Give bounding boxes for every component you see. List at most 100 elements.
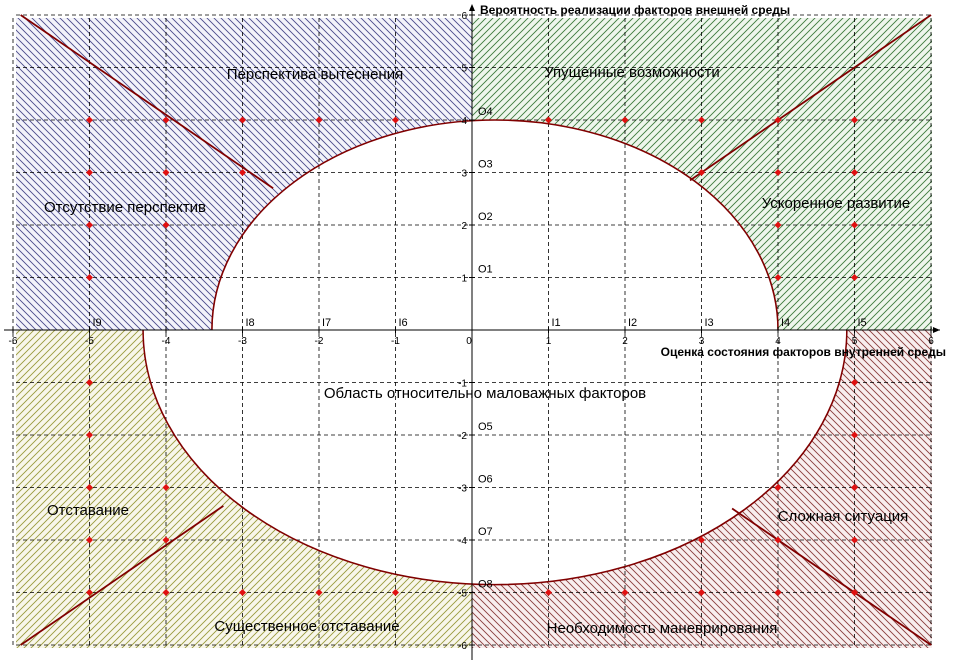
data-point [162, 484, 170, 491]
data-point [86, 379, 93, 386]
y-tick-label: 2 [461, 221, 467, 232]
data-point [851, 536, 858, 544]
x-tick-label: -1 [391, 336, 400, 347]
data-point [851, 116, 858, 124]
boundary-line-1 [689, 14, 932, 182]
x-marker-label: I3 [705, 317, 714, 329]
y-tick-label: 6 [461, 11, 467, 22]
x-marker-label: I8 [246, 317, 255, 329]
y-marker-label: O4 [478, 106, 493, 118]
x-tick-label: -2 [315, 336, 324, 347]
data-point [698, 169, 705, 176]
x-marker-label: I5 [858, 317, 867, 329]
y-tick-label: -4 [458, 536, 467, 547]
y-tick-label: 3 [461, 169, 467, 180]
labels: Оценка состояния факторов внутренней сре… [44, 3, 946, 637]
data-point [86, 116, 93, 124]
x-tick-label: -4 [162, 336, 171, 347]
region-label-accelerated-development: Ускоренное развитие [762, 195, 911, 212]
lower-ellipse-boundary [142, 329, 848, 586]
y-marker-label: O7 [478, 526, 493, 538]
region-label-no-prospects: Отсутствие перспектив [44, 199, 206, 216]
upper-ellipse-boundary [211, 119, 779, 331]
data-point [162, 536, 170, 544]
y-tick-label: -2 [458, 431, 467, 442]
x-marker-label: I4 [781, 317, 790, 329]
y-tick-label: 4 [461, 116, 467, 127]
boundary-line-0 [20, 14, 274, 189]
data-point [86, 221, 93, 229]
data-point [86, 484, 93, 491]
y-marker-label: O6 [478, 474, 493, 486]
y-tick-label: -3 [458, 484, 467, 495]
y-marker-label: O3 [478, 159, 493, 171]
data-point [239, 169, 246, 176]
data-point [621, 589, 629, 596]
x-tick-label: 3 [699, 336, 705, 347]
data-point [774, 221, 782, 229]
boundaries [20, 14, 932, 646]
data-point [774, 274, 782, 281]
region-label-maneuvering: Необходимость маневрирования [547, 620, 778, 637]
data-point [545, 116, 552, 124]
data-point [851, 379, 858, 386]
boundary-line-2 [20, 505, 224, 646]
y-axis-arrow-icon [469, 4, 475, 11]
data-point [162, 221, 170, 229]
data-point [86, 536, 93, 544]
x-tick-label: -5 [85, 336, 94, 347]
data-point [86, 431, 93, 439]
data-point [774, 116, 782, 124]
x-axis-arrow-icon [933, 327, 940, 333]
data-point [239, 589, 246, 596]
data-point [851, 484, 858, 491]
region-label-minor-factors: Область относительно маловажных факторов [324, 385, 646, 402]
x-marker-label: I7 [322, 317, 331, 329]
y-axis-title: Вероятность реализации факторов внешней … [480, 3, 790, 17]
data-point [162, 116, 170, 124]
data-point [239, 116, 246, 124]
y-marker-label: O2 [478, 211, 493, 223]
x-tick-label: 2 [622, 336, 628, 347]
data-point [851, 274, 858, 281]
data-point [162, 169, 170, 176]
x-marker-label: I6 [399, 317, 408, 329]
x-tick-label: 4 [775, 336, 781, 347]
data-point [851, 431, 858, 439]
x-marker-label: I9 [93, 317, 102, 329]
region-label-significant-lagging: Существенное отставание [214, 618, 399, 635]
data-point [86, 169, 93, 176]
data-point [545, 589, 552, 596]
y-tick-label: -5 [458, 589, 467, 600]
y-tick-label: -6 [458, 641, 467, 652]
region-label-missed-opportunities: Упущенные возможности [544, 64, 720, 81]
y-marker-label: O8 [478, 579, 493, 591]
data-point [774, 169, 782, 176]
data-point [774, 484, 782, 491]
data-point [851, 169, 858, 176]
x-marker-label: I1 [552, 317, 561, 329]
data-point [698, 589, 705, 596]
region-label-lagging: Отставание [47, 502, 129, 519]
x-tick-label: 6 [928, 336, 934, 347]
x-tick-label: 5 [852, 336, 858, 347]
data-point [851, 221, 858, 229]
data-point [774, 536, 782, 544]
data-point [621, 116, 629, 124]
data-point [162, 589, 170, 596]
data-point [392, 589, 399, 596]
data-point [86, 274, 93, 281]
data-points [86, 116, 858, 596]
x-tick-label: -6 [9, 336, 18, 347]
y-tick-label: 1 [461, 274, 467, 285]
x-tick-label: 1 [546, 336, 552, 347]
data-point [315, 116, 323, 124]
inner-region-lower [143, 330, 847, 585]
boundary-line-3 [731, 507, 932, 646]
y-marker-label: O1 [478, 264, 493, 276]
x-tick-label: -3 [238, 336, 247, 347]
data-point [86, 589, 93, 596]
data-point [698, 116, 705, 124]
y-tick-label: -1 [458, 379, 467, 390]
data-point [392, 116, 399, 124]
